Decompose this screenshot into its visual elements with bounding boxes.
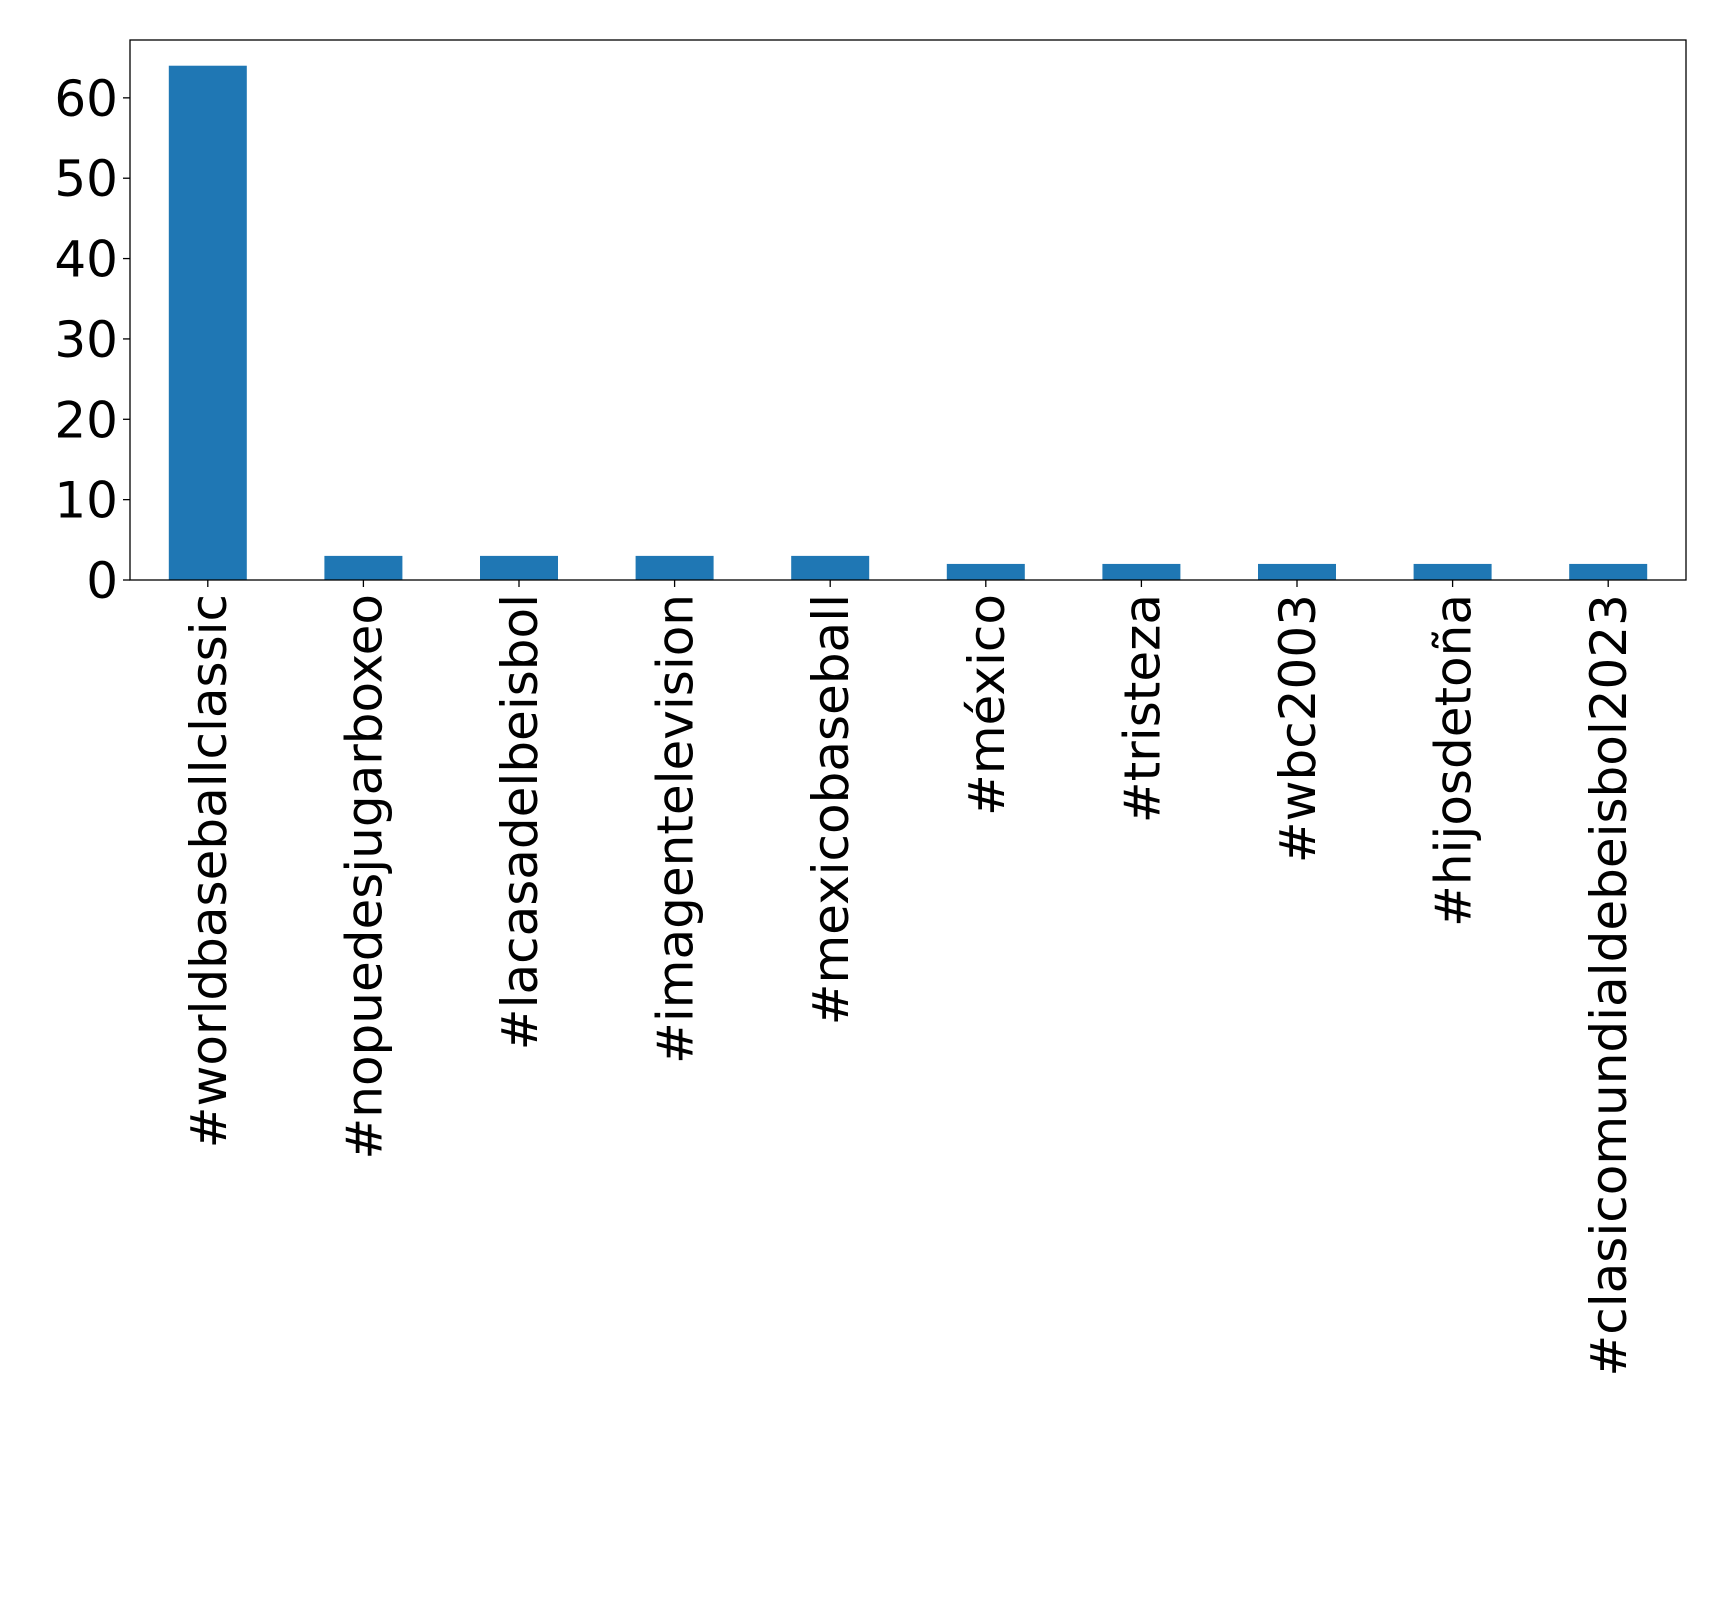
bar-7 [1258,563,1336,580]
x-tick-label: #worldbaseballclassic [180,594,238,1148]
x-tick-label: #wbc2003 [1269,594,1327,863]
x-tick-labels-layer: #worldbaseballclassic #nopuedesjugarboxeo… [180,580,1638,1377]
plot-frame [129,39,1687,581]
x-tick-label: #imagentelevision [647,594,705,1064]
x-tick-label: #lacasadelbeisbol [491,594,549,1050]
y-tick-label: 30 [54,311,118,369]
bar-9 [1569,563,1648,580]
y-tick-label: 0 [86,552,118,610]
x-tick-label: #hijosdetoña [1425,594,1483,927]
bar-0 [168,65,247,580]
bar-4 [791,555,870,580]
bars-layer [168,65,1648,580]
y-tick-label: 10 [54,472,118,530]
bar-2 [480,555,558,580]
x-tick-label: #clasicomundialdebeisbol2023 [1580,594,1638,1377]
x-tick-label: #méxico [958,594,1016,816]
x-tick-label: #nopuedesjugarboxeo [335,594,393,1160]
y-tick-label: 60 [54,70,118,128]
y-tick-label: 50 [54,150,118,208]
x-tick-label: #tristeza [1113,594,1171,823]
y-tick-label: 40 [54,231,118,289]
x-tick-label: #mexicobaseball [802,594,860,1025]
y-tick-label: 20 [54,391,118,449]
bar-3 [635,555,714,580]
bar-8 [1413,563,1492,580]
bar-6 [1102,563,1181,580]
bar-1 [324,555,403,580]
y-ticks-layer: 0 10 20 30 40 50 60 [54,70,130,610]
bar-5 [946,563,1025,580]
